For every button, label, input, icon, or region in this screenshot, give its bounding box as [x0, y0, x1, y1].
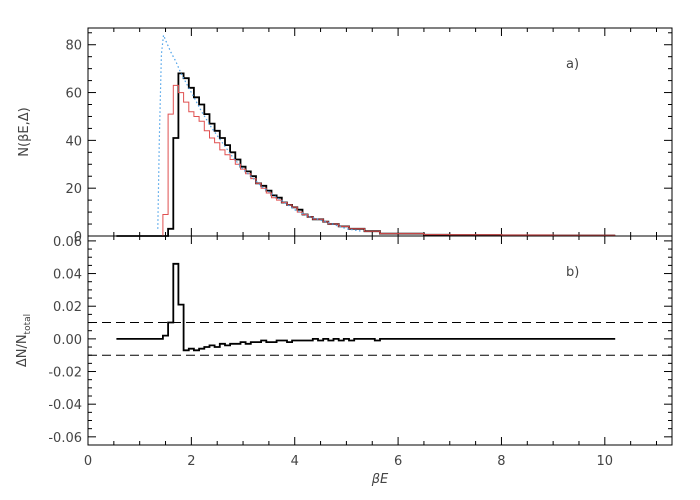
y-tick-label-b: 0.00	[53, 333, 82, 348]
y-tick-label-b: -0.06	[48, 431, 82, 446]
y-tick-label-a: 20	[65, 182, 82, 197]
x-tick-label: 0	[84, 454, 92, 469]
y-tick-label-b: 0.06	[53, 235, 82, 250]
x-axis-title: βE	[371, 472, 389, 487]
y-tick-label-a: 0	[74, 230, 82, 245]
panel-label-b: b)	[566, 265, 579, 280]
series-line-a-2	[157, 34, 362, 232]
x-tick-label: 8	[497, 454, 505, 469]
y-tick-label-a: 80	[65, 39, 82, 54]
y-tick-label-a: 60	[65, 87, 82, 102]
x-tick-label: 10	[597, 454, 614, 469]
y-tick-label-b: 0.02	[53, 300, 82, 315]
plot-frame-a	[87, 27, 673, 237]
series-line-b-0	[116, 262, 616, 352]
x-tick-label: 2	[187, 454, 195, 469]
y-tick-label-a: 40	[65, 134, 82, 149]
panel-b: -0.06 -0.04 -0.02 0.00 0.02 0.04 0.06 0 2 4 6 8 10 b)…	[15, 235, 673, 487]
y-tick-label-b: 0.04	[53, 268, 82, 283]
series-line-a-1	[116, 84, 616, 237]
y-tick-label-b: -0.02	[48, 366, 82, 381]
y-axis-title-main: ΔN/N	[15, 334, 30, 367]
y-axis-title-sub: total	[23, 314, 33, 335]
panel-a: 0 20 40 60 80 a) N(βE,Δ)	[17, 27, 673, 245]
x-tick-label: 4	[291, 454, 299, 469]
x-tick-label: 6	[394, 454, 402, 469]
plot-frame-b	[87, 235, 673, 446]
y-axis-title-a: N(βE,Δ)	[17, 107, 32, 156]
series-line-a-0	[116, 72, 616, 237]
y-axis-title-b: ΔN/Ntotal	[15, 314, 33, 367]
y-tick-label-b: -0.04	[48, 398, 82, 413]
panel-label-a: a)	[566, 57, 579, 72]
